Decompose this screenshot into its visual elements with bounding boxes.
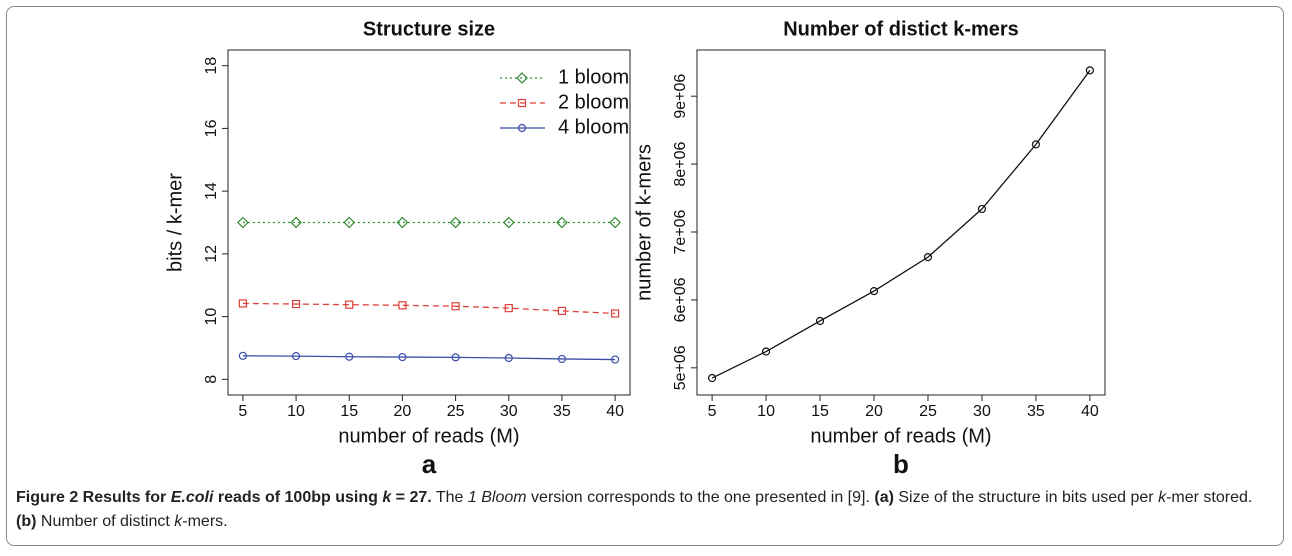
x-tick-label: 25 [919,403,937,420]
x-tick-label: 5 [238,403,247,420]
series-line [242,355,616,361]
y-tick-label: 12 [203,245,220,263]
data-point [238,351,247,360]
data-point [396,216,409,229]
x-tick-label: 15 [340,403,358,420]
x-tick-label: 40 [606,403,624,420]
y-tick-label: 18 [203,57,220,75]
caption-text: -mers. [182,513,228,530]
legend-marker [517,98,527,108]
data-point [923,253,933,262]
x-tick-label: 30 [500,403,518,420]
caption-text: E.coli [170,489,214,506]
data-point [237,216,249,229]
series-line [711,69,1091,379]
x-tick-label: 35 [1027,403,1045,420]
data-point [557,354,567,364]
legend-label: 4 bloom [558,116,629,138]
data-point [343,216,356,229]
x-tick-label: 35 [553,403,571,420]
data-point [502,216,515,229]
panel-label: b [893,449,909,479]
caption-text: 1 Bloom [467,489,527,506]
x-axis-label: number of reads (M) [338,425,519,447]
y-axis-label: number of k-mers [633,144,655,301]
data-point [345,352,354,361]
caption-text: = 27. [391,489,432,506]
data-point [291,299,301,309]
data-point [1031,140,1041,149]
y-tick-label: 8e+06 [672,142,689,187]
series-line [242,302,616,315]
data-point [345,300,354,309]
y-tick-label: 16 [203,119,220,137]
caption-text: version corresponds to the one presented… [526,489,875,506]
data-point [451,353,460,362]
data-point [238,299,247,308]
caption-text: reads of 100bp using [213,489,383,506]
caption-text: Number of distinct [36,513,175,530]
legend-label: 1 bloom [558,66,629,88]
caption-text: (a) [874,489,894,506]
x-tick-label: 5 [708,403,717,420]
caption-text: k [174,513,183,530]
y-tick-label: 7e+06 [672,209,689,254]
data-point [398,352,407,362]
chart-title: Number of distict k-mers [783,18,1019,40]
y-tick-label: 14 [203,182,220,200]
x-tick-label: 20 [394,403,412,420]
x-tick-label: 20 [865,403,883,420]
caption: Figure 2 Results for E.coli reads of 100… [16,486,1276,534]
data-point [291,352,301,361]
caption-text: The [431,489,468,506]
y-tick-label: 10 [203,308,220,326]
data-point [556,216,568,229]
data-point [611,355,620,364]
data-point [449,216,462,229]
data-point [290,216,302,229]
data-point [761,347,771,356]
y-tick-label: 5e+06 [672,345,689,390]
x-tick-label: 10 [757,403,775,420]
data-point [398,301,407,310]
x-tick-label: 15 [811,403,829,420]
caption-text: Size of the structure in bits used per [893,489,1159,506]
caption-text: k [1158,489,1167,506]
x-tick-label: 40 [1081,403,1099,420]
y-tick-label: 6e+06 [672,277,689,322]
legend-marker [516,72,528,84]
caption-text: k [382,489,392,506]
data-point [977,204,987,214]
chart-title: Structure size [363,18,495,40]
legend-label: 2 bloom [558,91,629,113]
data-point [504,304,513,313]
data-point [815,316,825,326]
panel-label: a [422,449,437,479]
caption-text: -mer stored. [1166,489,1257,506]
x-tick-label: 30 [973,403,991,420]
y-tick-label: 9e+06 [672,74,689,119]
data-point [1085,66,1094,75]
plot-box [227,49,631,396]
data-point [611,309,620,318]
figure-frame [6,6,1284,546]
data-point [504,353,513,363]
plot-box [696,49,1106,396]
caption-text: (b) [16,513,37,530]
y-axis-label: bits / k-mer [164,173,186,272]
x-axis-label: number of reads (M) [810,425,991,447]
data-point [708,373,717,383]
data-point [869,286,879,296]
x-tick-label: 10 [287,403,305,420]
data-point [609,216,621,229]
y-tick-label: 8 [203,375,220,384]
data-point [557,306,567,316]
x-tick-label: 25 [447,403,465,420]
data-point [451,302,460,311]
caption-text: Figure 2 Results for [16,489,171,506]
legend-marker [517,123,527,133]
